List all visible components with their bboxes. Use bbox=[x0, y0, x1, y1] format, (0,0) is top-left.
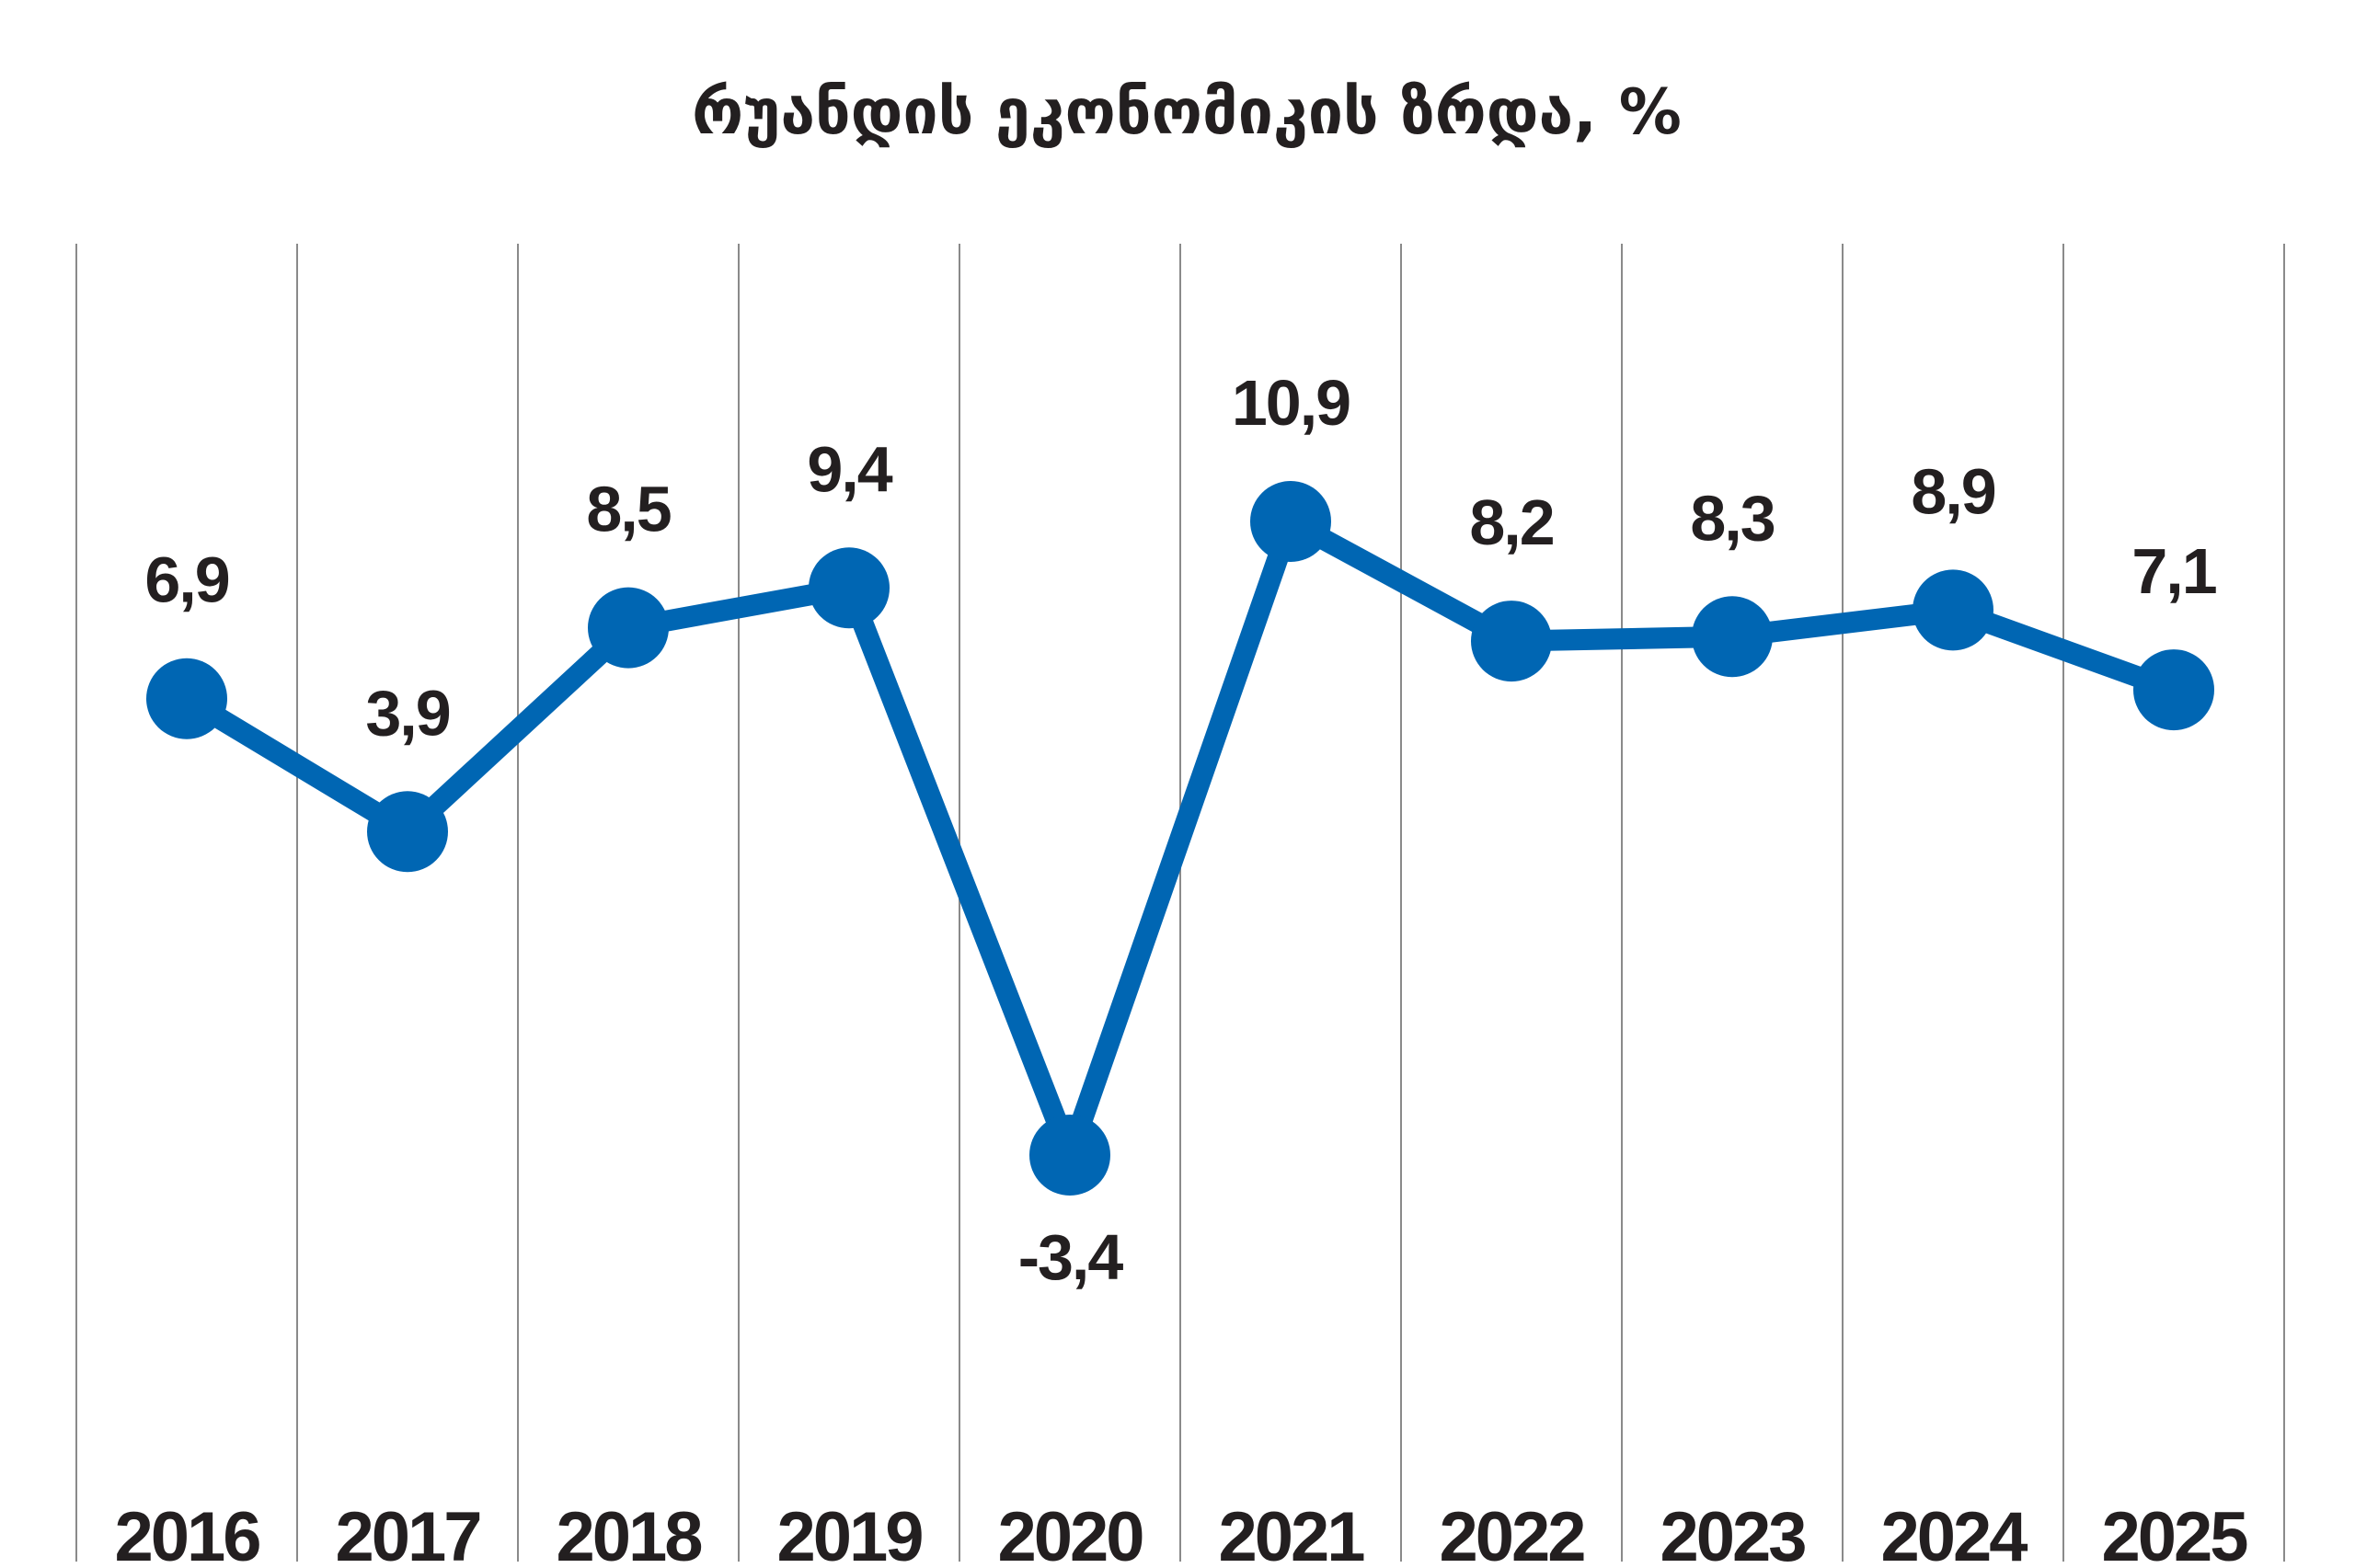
data-label-2016: 6,9 bbox=[144, 544, 228, 616]
data-label-2019: 9,4 bbox=[807, 433, 892, 505]
data-point-2016 bbox=[146, 658, 227, 739]
data-point-2019 bbox=[809, 547, 890, 629]
data-point-2022 bbox=[1471, 601, 1552, 682]
x-tick-label: 2023 bbox=[1660, 1498, 1805, 1568]
x-tick-label: 2020 bbox=[997, 1498, 1143, 1568]
x-tick-label: 2018 bbox=[556, 1498, 701, 1568]
data-label-2018: 8,5 bbox=[586, 474, 670, 545]
data-point-2018 bbox=[588, 587, 669, 669]
data-point-2021 bbox=[1250, 481, 1331, 562]
x-tick-label: 2017 bbox=[335, 1498, 479, 1568]
x-tick-label: 2025 bbox=[2101, 1498, 2247, 1568]
data-point-2020 bbox=[1029, 1115, 1110, 1196]
data-label-2021: 10,9 bbox=[1232, 367, 1350, 439]
x-tick-label: 2021 bbox=[1218, 1498, 1364, 1568]
data-label-2017: 3,9 bbox=[365, 677, 449, 749]
data-label-2024: 8,9 bbox=[1911, 455, 1994, 527]
chart-title: რუანდის ეკონომიკის ზრდა, % bbox=[692, 76, 1682, 149]
x-tick-label: 2024 bbox=[1880, 1498, 2028, 1568]
x-tick-label: 2019 bbox=[776, 1498, 922, 1568]
data-label-2022: 8,2 bbox=[1469, 486, 1553, 558]
x-tick-label: 2022 bbox=[1439, 1498, 1584, 1568]
series-line bbox=[181, 510, 2177, 1166]
data-point-2025 bbox=[2133, 649, 2214, 731]
data-point-2023 bbox=[1692, 596, 1773, 678]
data-label-2020: -3,4 bbox=[1018, 1221, 1124, 1293]
data-label-2025: 7,1 bbox=[2131, 535, 2215, 607]
data-label-2023: 8,3 bbox=[1690, 482, 1774, 554]
x-tick-label: 2016 bbox=[114, 1498, 259, 1568]
data-point-2017 bbox=[367, 791, 448, 873]
data-point-2024 bbox=[1913, 569, 1993, 651]
